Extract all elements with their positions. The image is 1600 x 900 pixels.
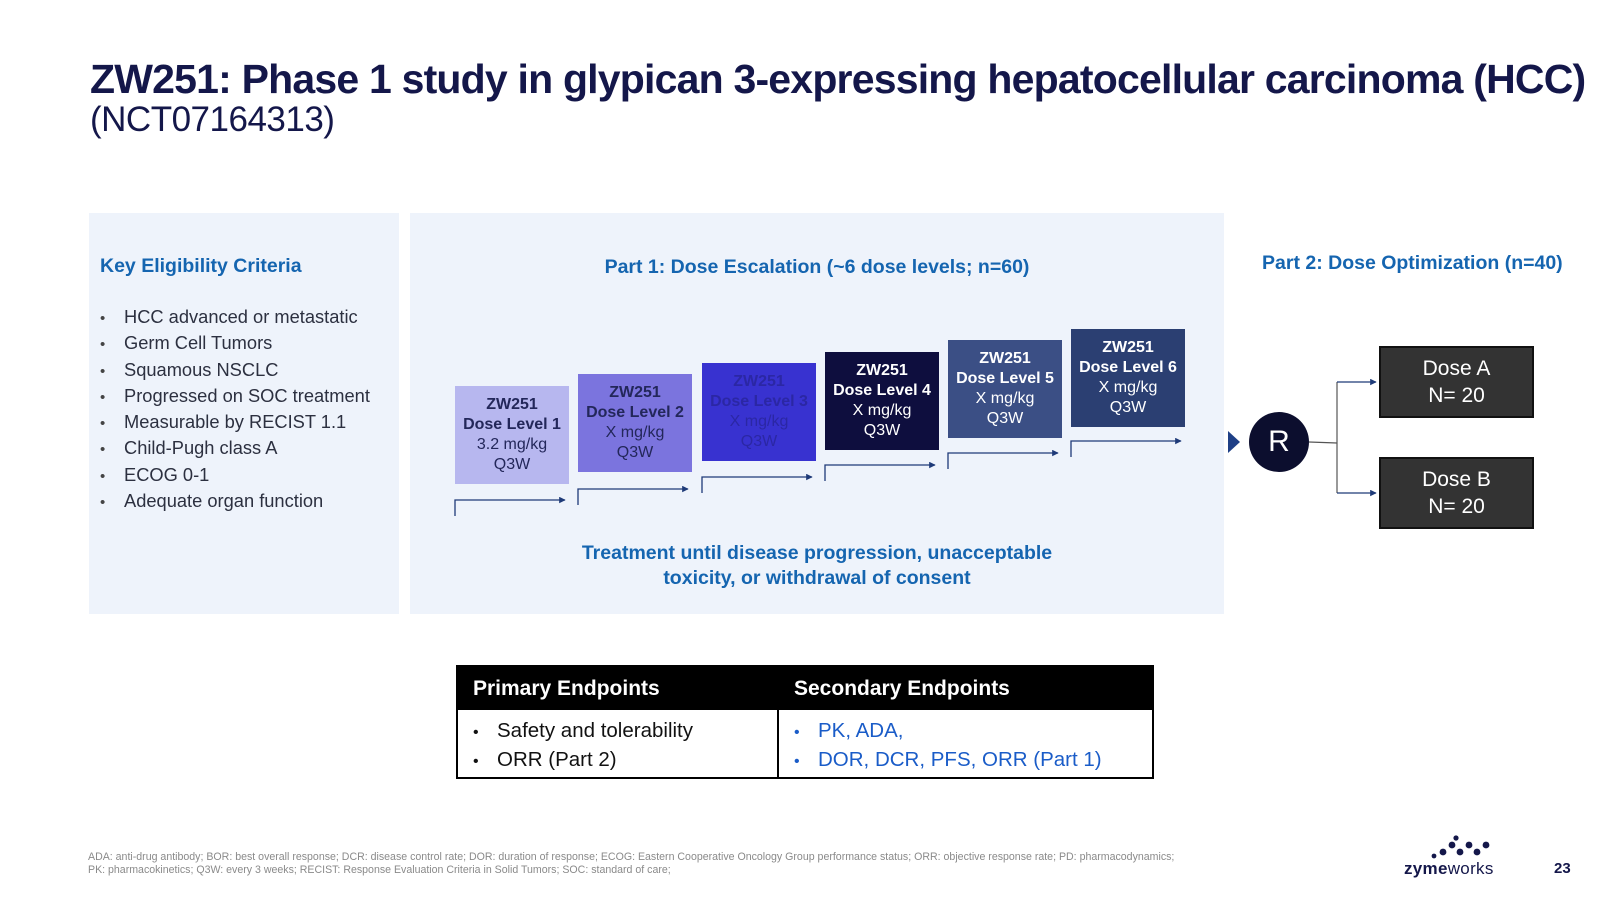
dose-optimization-heading: Part 2: Dose Optimization (n=40) <box>1262 252 1563 274</box>
dose-level-3-box: ZW251 Dose Level 3 X mg/kg Q3W <box>702 363 816 461</box>
dose-schedule: Q3W <box>616 444 654 461</box>
arm-size: N= 20 <box>1428 495 1485 518</box>
randomization-connector <box>1308 441 1338 444</box>
dose-amount: X mg/kg <box>975 390 1035 407</box>
list-item: • Safety and tolerability <box>473 719 694 742</box>
dose-b-box: Dose B N= 20 <box>1379 457 1534 529</box>
eligibility-item: • HCC advanced or metastatic <box>100 306 358 327</box>
arm-size: N= 20 <box>1428 384 1485 407</box>
endpoints-body-row: • Safety and tolerability • ORR (Part 2) •… <box>458 710 1152 779</box>
arm-name: Dose A <box>1422 357 1491 380</box>
secondary-endpoints-header: Secondary Endpoints <box>794 676 1010 700</box>
dose-amount: X mg/kg <box>605 424 665 441</box>
eligibility-item: • Measurable by RECIST 1.1 <box>100 411 347 433</box>
dose-level-5-box: ZW251 Dose Level 5 X mg/kg Q3W <box>948 340 1062 438</box>
dose-drug-name: ZW251 <box>733 373 785 390</box>
dose-a-box: Dose A N= 20 <box>1379 346 1534 418</box>
eligibility-item: • Adequate organ function <box>100 490 324 512</box>
eligibility-item: • Progressed on SOC treatment <box>100 384 370 406</box>
dose-schedule: Q3W <box>493 456 531 473</box>
list-item: • ORR (Part 2) <box>473 747 617 771</box>
endpoints-header-row: Primary Endpoints Secondary Endpoints <box>458 667 1152 710</box>
dose-level-2-box: ZW251 Dose Level 2 X mg/kg Q3W <box>578 374 692 472</box>
dose-level-label: Dose Level 6 <box>1079 359 1177 376</box>
page-subtitle: (NCT07164313) <box>90 100 335 139</box>
list-item: • PK, ADA, <box>794 719 904 742</box>
dose-escalation-heading: Part 1: Dose Escalation (~6 dose levels;… <box>604 256 1030 278</box>
dose-level-label: Dose Level 1 <box>463 416 561 433</box>
dose-drug-name: ZW251 <box>486 396 538 413</box>
eligibility-item: • Child-Pugh class A <box>100 437 278 459</box>
secondary-endpoints-cell: • PK, ADA, • DOR, DCR, PFS, ORR (Part 1) <box>779 710 1152 779</box>
dose-level-label: Dose Level 4 <box>833 382 931 399</box>
logo-mark <box>1431 835 1490 859</box>
page-title: ZW251: Phase 1 study in glypican 3-expre… <box>90 56 1586 102</box>
dose-amount: X mg/kg <box>1098 379 1158 396</box>
list-item: • DOR, DCR, PFS, ORR (Part 1) <box>794 747 1102 771</box>
dose-schedule: Q3W <box>863 422 901 439</box>
dose-drug-name: ZW251 <box>856 362 908 379</box>
eligibility-heading: Key Eligibility Criteria <box>100 255 302 277</box>
dose-level-label: Dose Level 5 <box>956 370 1054 387</box>
dose-schedule: Q3W <box>986 410 1024 427</box>
eligibility-list: • HCC advanced or metastatic • Germ Cell T… <box>100 305 370 515</box>
dose-amount: X mg/kg <box>852 402 912 419</box>
dose-schedule: Q3W <box>1109 399 1147 416</box>
page-number: 23 <box>1554 860 1571 877</box>
dose-drug-name: ZW251 <box>609 384 661 401</box>
arm-name: Dose B <box>1422 468 1491 491</box>
eligibility-item: • ECOG 0-1 <box>100 463 210 485</box>
dose-schedule: Q3W <box>740 433 778 450</box>
dose-drug-name: ZW251 <box>1102 339 1154 356</box>
dose-amount: 3.2 mg/kg <box>476 436 548 453</box>
dose-amount: X mg/kg <box>729 413 789 430</box>
treatment-note: Treatment until disease progression, una… <box>581 542 1053 589</box>
eligibility-item: • Germ Cell Tumors <box>100 332 273 354</box>
dose-level-label: Dose Level 3 <box>710 393 808 410</box>
dose-level-6-box: ZW251 Dose Level 6 X mg/kg Q3W <box>1071 329 1185 427</box>
randomization-arrow-icon <box>1228 431 1240 453</box>
randomization-node: R <box>1249 412 1309 472</box>
dose-level-label: Dose Level 2 <box>586 404 684 421</box>
primary-endpoints-cell: • Safety and tolerability • ORR (Part 2) <box>458 710 779 779</box>
dose-level-4-box: ZW251 Dose Level 4 X mg/kg Q3W <box>825 352 939 450</box>
dose-level-1-box: ZW251 Dose Level 1 3.2 mg/kg Q3W <box>455 386 569 484</box>
primary-endpoints-header: Primary Endpoints <box>473 676 660 700</box>
eligibility-panel <box>89 213 399 614</box>
footnote: ADA: anti-drug antibody; BOR: best overa… <box>88 851 1175 876</box>
eligibility-item: • Squamous NSCLC <box>100 358 279 380</box>
endpoints-table: Primary Endpoints Secondary Endpoints • S… <box>456 665 1154 779</box>
company-logo: zymeworks <box>1404 859 1494 878</box>
dose-drug-name: ZW251 <box>979 350 1031 367</box>
